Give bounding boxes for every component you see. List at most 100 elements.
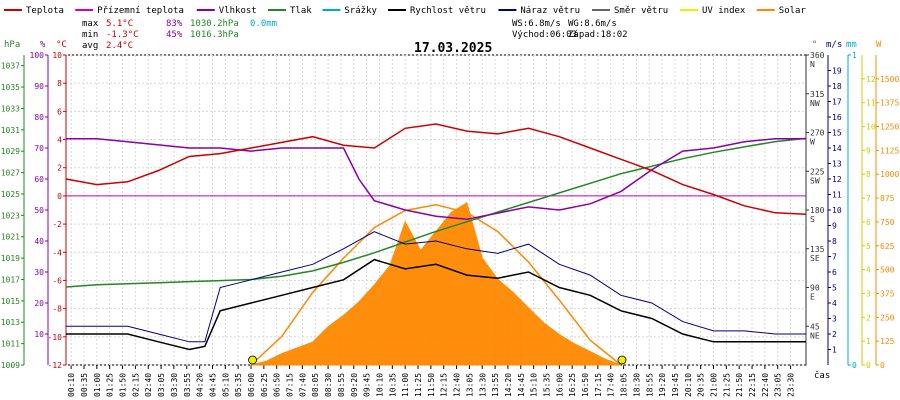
uv-axis-tick-label: 7 [866, 194, 871, 203]
uv-axis-tick-label: 3 [866, 289, 871, 298]
pressure-axis-tick-label: 1025 [1, 190, 20, 199]
axis-title-press: hPa [4, 40, 20, 50]
x-tick-label: 10:10 [375, 373, 384, 397]
pressure-axis-tick-label: 1013 [1, 318, 20, 327]
direction-axis-dir-label: NE [810, 331, 820, 340]
stats-max-label: max [82, 19, 99, 29]
pressure-axis-tick-label: 1019 [1, 254, 20, 263]
humidity-axis-tick-label: 80 [34, 113, 44, 122]
wind-axis-tick-label: 1 [832, 346, 837, 355]
legend-label-6: Náraz větru [520, 6, 580, 16]
pressure-axis-tick-label: 1009 [1, 361, 20, 370]
pressure-axis-tick-label: 1033 [1, 104, 20, 113]
x-tick-label: 00:35 [80, 373, 89, 397]
wind-axis-tick-label: 5 [832, 284, 837, 293]
x-tick-label: 03:55 [183, 373, 192, 397]
humidity-axis-tick-label: 30 [34, 268, 44, 277]
humidity-axis-tick-label: 90 [34, 82, 44, 91]
sunrise-marker [248, 355, 257, 365]
x-tick-label: 05:35 [234, 373, 243, 397]
uv-axis-tick-label: 6 [866, 218, 871, 227]
humidity-axis-tick-label: 70 [34, 144, 44, 153]
pressure-axis-tick-label: 1031 [1, 126, 20, 135]
solar-axis-tick-label: 375 [880, 289, 895, 298]
x-tick-label: 01:50 [119, 373, 128, 397]
wind-axis-tick-label: 15 [832, 129, 842, 138]
temperature-axis-tick-label: -2 [52, 220, 62, 229]
humidity-axis-tick-label: 20 [34, 299, 44, 308]
x-tick-label: 20:10 [684, 373, 693, 397]
x-tick-label: 00:10 [67, 373, 76, 397]
solar-axis-tick-label: 625 [880, 242, 895, 251]
direction-axis-tick-label: 90 [810, 284, 820, 293]
wind-axis-tick-label: 19 [832, 67, 842, 76]
sunset-marker [617, 355, 627, 365]
x-tick-label: 12:40 [453, 373, 462, 397]
direction-axis-dir-label: SE [810, 254, 820, 263]
pressure-line [65, 137, 807, 288]
x-tick-label: 15:35 [542, 373, 551, 397]
legend-label-7: Směr větru [614, 6, 668, 16]
direction-axis-dir-label: NW [810, 99, 820, 108]
legend-label-3: Tlak [290, 6, 312, 16]
x-tick-label: 15:10 [530, 373, 539, 397]
temperature-axis-tick-label: 4 [57, 136, 62, 145]
stats-max-temp: 5.1°C [106, 19, 133, 29]
x-tick-label: 22:40 [761, 373, 770, 397]
stats-max-hum: 83% [166, 19, 183, 29]
direction-axis-tick-label: 225 [810, 167, 825, 176]
x-tick-label: 21:50 [735, 373, 744, 397]
solar-axis-tick-label: 1000 [880, 170, 899, 179]
x-tick-label: 01:00 [93, 373, 102, 397]
x-tick-label: 06:50 [273, 373, 282, 397]
x-tick-label: 11:50 [427, 373, 436, 397]
axis-title-w: W [876, 40, 882, 50]
stats-min-label: min [82, 30, 98, 40]
direction-axis-dir-label: SW [810, 176, 820, 185]
temperature-axis-tick-label: 8 [57, 79, 62, 88]
wind-axis-tick-label: 2 [832, 330, 837, 339]
x-tick-label: 03:05 [157, 373, 166, 397]
x-tick-label: 17:40 [607, 373, 616, 397]
x-tick-label: 16:25 [568, 373, 577, 397]
x-tick-label: 13:55 [491, 373, 500, 397]
pressure-axis-tick-label: 1011 [1, 340, 20, 349]
uv-axis-tick-label: 10 [866, 123, 876, 132]
solar-axis-tick-label: 1125 [880, 146, 899, 155]
axis-title-ms: m/s [826, 40, 842, 50]
wind-axis-tick-label: 14 [832, 144, 842, 153]
temperature-axis-tick-label: -12 [48, 361, 63, 370]
humidity-axis-tick-label: 40 [34, 237, 44, 246]
axis-title-time: čas [814, 370, 830, 381]
axis-title-dir: ° [812, 40, 817, 50]
x-tick-label: 21:25 [722, 373, 731, 397]
x-tick-label: 12:15 [440, 373, 449, 397]
axis-title-temp: °C [56, 40, 67, 50]
wind-axis-tick-label: 12 [832, 175, 842, 184]
x-tick-label: 04:45 [208, 373, 217, 397]
humidity-line [66, 137, 806, 221]
humidity-axis-tick-label: 60 [34, 175, 44, 184]
x-tick-label: 23:05 [774, 373, 783, 397]
x-tick-label: 14:45 [517, 373, 526, 397]
solar-axis-tick-label: 875 [880, 194, 895, 203]
wind-axis-tick-label: 8 [832, 237, 837, 246]
x-tick-label: 09:20 [350, 373, 359, 397]
x-tick-label: 21:00 [710, 373, 719, 397]
rain-axis-tick-label: 0 [852, 361, 857, 370]
solar-axis-tick-label: 500 [880, 266, 895, 275]
wind-axis-tick-label: 17 [832, 98, 842, 107]
legend: Teplota Přízemní teplota Vlhkost Tlak Srážky… [4, 6, 806, 16]
x-tick-label: 20:35 [697, 373, 706, 397]
wind-axis-tick-label: 10 [832, 206, 842, 215]
wind-axis-tick-label: 3 [832, 315, 837, 324]
uv-axis-tick-label: 0 [866, 361, 871, 370]
solar-axis-tick-label: 125 [880, 337, 895, 346]
solar-area [250, 202, 622, 366]
x-tick-label: 01:25 [106, 373, 115, 397]
axis-title-hum: % [40, 40, 46, 50]
x-tick-label: 19:45 [671, 373, 680, 397]
grid: 00:10 00:35 01:00 01:25 01:50 02:15 02:40 03:05… [65, 54, 807, 397]
temperature-axis-tick-label: 2 [57, 164, 62, 173]
